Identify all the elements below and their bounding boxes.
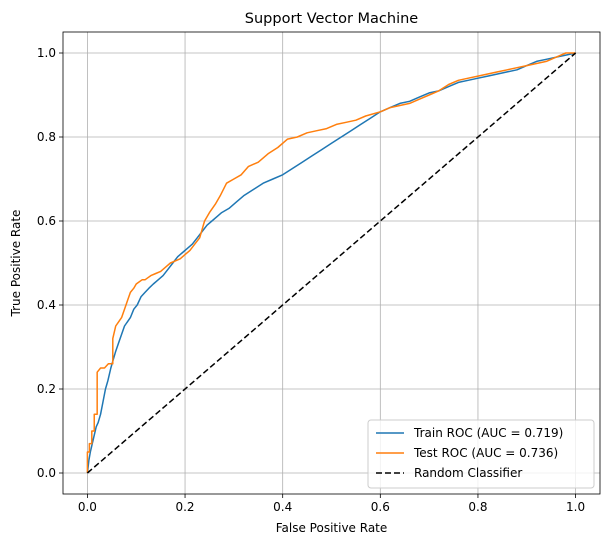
x-tick-label: 0.0: [78, 500, 97, 514]
series-line-0: [86, 52, 576, 474]
y-tick-label: 1.0: [37, 46, 56, 60]
x-tick-label: 0.8: [468, 500, 487, 514]
legend-label-1: Test ROC (AUC = 0.736): [413, 446, 558, 460]
grid: [63, 32, 600, 494]
legend-label-0: Train ROC (AUC = 0.719): [413, 426, 563, 440]
y-tick-label: 0.2: [37, 382, 56, 396]
series-line-2: [86, 52, 577, 474]
series-line-1: [86, 52, 576, 473]
x-axis-label: False Positive Rate: [276, 521, 388, 535]
chart-title: Support Vector Machine: [245, 11, 419, 27]
y-tick-label: 0.0: [37, 466, 56, 480]
plot-frame: [62, 31, 601, 495]
y-axis-label: True Positive Rate: [9, 210, 23, 318]
axis-ticks: 0.0 0.2 0.4 0.6 0.8 1.0 0.0 0.2 0.4 0.6 0.8 1.0: [37, 46, 585, 514]
x-tick-label: 1.0: [566, 500, 585, 514]
x-tick-label: 0.6: [371, 500, 390, 514]
x-tick-label: 0.2: [175, 500, 194, 514]
x-tick-label: 0.4: [273, 500, 292, 514]
y-tick-label: 0.4: [37, 298, 56, 312]
legend-label-2: Random Classifier: [414, 466, 522, 480]
y-tick-label: 0.6: [37, 214, 56, 228]
y-tick-label: 0.8: [37, 130, 56, 144]
legend-box: [367, 419, 595, 489]
series-lines: [86, 52, 577, 474]
legend: Train ROC (AUC = 0.719) Test ROC (AUC = 0…: [367, 419, 595, 489]
